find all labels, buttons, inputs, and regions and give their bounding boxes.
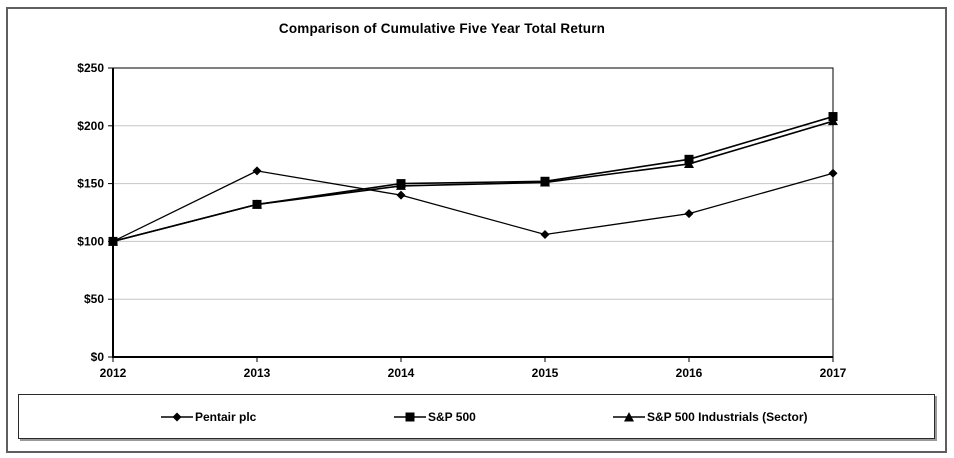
series-line-s-p-500 [112, 115, 834, 243]
x-axis-tick-label: 2014 [388, 366, 415, 380]
chart-title: Comparison of Cumulative Five Year Total… [278, 21, 606, 36]
square-marker-icon [394, 412, 426, 421]
legend-label-sp500: S&P 500 [428, 409, 476, 424]
x-axis-tick-label: 2015 [532, 366, 559, 380]
marker-square-s-p-500 [252, 199, 262, 209]
series-line-pentair-plc [112, 170, 834, 242]
marker-diamond-pentair-plc [540, 229, 550, 239]
y-axis-tick-label: $100 [77, 234, 104, 248]
triangle-marker-icon [613, 411, 645, 421]
marker-square-s-p-500 [684, 154, 694, 164]
x-axis-tick-label: 2017 [820, 366, 847, 380]
marker-square-s-p-500 [540, 176, 550, 186]
legend-label-sp500-industrials: S&P 500 Industrials (Sector) [647, 409, 808, 424]
diamond-marker-icon [161, 412, 193, 421]
legend-item-pentair-plc: Pentair plc [161, 410, 256, 424]
series-line-s-p-500-industrials-sector [112, 120, 834, 243]
legend: Pentair plc S&P 500 S&P 500 Industrials … [18, 394, 935, 439]
x-axis-tick-label: 2012 [100, 366, 127, 380]
marker-square-s-p-500 [828, 112, 838, 122]
legend-item-sp500: S&P 500 [394, 410, 476, 424]
x-axis-tick-label: 2013 [244, 366, 271, 380]
marker-square-s-p-500 [396, 179, 406, 189]
marker-diamond-pentair-plc [684, 209, 694, 219]
legend-label-pentair-plc: Pentair plc [195, 409, 257, 424]
legend-item-sp500-industrials: S&P 500 Industrials (Sector) [613, 410, 808, 424]
y-axis-tick-label: $0 [91, 350, 105, 364]
x-axis-tick-label: 2016 [676, 366, 703, 380]
marker-diamond-pentair-plc [252, 166, 262, 176]
y-axis-tick-label: $250 [77, 61, 104, 75]
plot-border [112, 67, 834, 358]
y-axis-tick-label: $50 [84, 292, 104, 306]
y-axis-tick-label: $200 [77, 119, 104, 133]
marker-diamond-pentair-plc [828, 168, 838, 178]
marker-diamond-pentair-plc [396, 190, 406, 200]
y-axis-tick-label: $150 [77, 177, 104, 191]
marker-square-s-p-500 [108, 236, 118, 246]
